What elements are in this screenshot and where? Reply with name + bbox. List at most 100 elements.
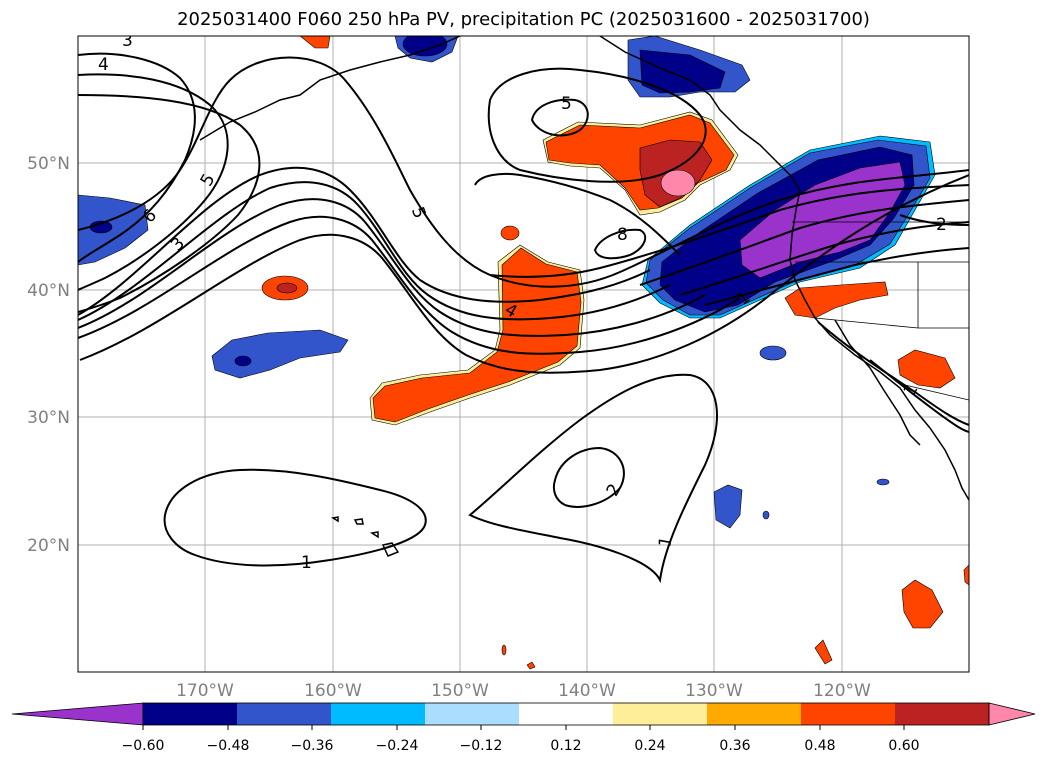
coastline-hawaii-4 (330, 516, 339, 523)
precip-region-small-4 (876, 478, 890, 486)
contour-ridge-5 (79, 174, 969, 374)
colorbar-arrow-high (988, 702, 1036, 726)
colorbar-segment (425, 703, 520, 725)
colorbar-segments (143, 703, 990, 725)
precip-region-baja (897, 349, 956, 389)
contour-label: 3 (122, 31, 133, 51)
coastline-alaska-panhandle (599, 36, 776, 161)
longitude-labels: 170°W 160°W 150°W 140°W 130°W 120°W (176, 681, 871, 701)
coastline-north-america-west (774, 159, 969, 501)
colorbar-segment (613, 703, 708, 725)
border-us-mexico (904, 384, 969, 401)
contour-ridge-6 (78, 56, 969, 288)
coastline-hawaii-1 (381, 542, 400, 557)
colorbar-segment (801, 703, 896, 725)
colorbar-label: 0.60 (888, 738, 919, 754)
lat-label-30n: 30°N (27, 408, 70, 428)
colorbar-label: −0.36 (291, 738, 334, 754)
contour-north-pacific-5-inner (530, 98, 589, 137)
lon-label-170w: 170°W (176, 681, 234, 701)
precip-region-small-10 (526, 661, 536, 670)
precip-region-alaska-coast (299, 36, 331, 49)
precip-core-british-columbia (639, 49, 726, 94)
contour-north-pacific-8 (593, 228, 647, 260)
colorbar-label: 0.24 (634, 738, 665, 754)
contour-northwest-2 (78, 73, 229, 291)
contour-jet-4 (704, 247, 969, 306)
precip-core-central-pacific (234, 355, 252, 367)
lon-label-150w: 150°W (431, 681, 489, 701)
lon-label-160w: 160°W (304, 681, 362, 701)
lat-label-20n: 20°N (27, 536, 70, 556)
pv-contours (78, 52, 969, 584)
contour-jet-3 (679, 221, 969, 296)
lon-label-130w: 130°W (685, 681, 743, 701)
coastline-hawaii-2 (353, 518, 364, 525)
colorbar-label: 0.48 (804, 738, 835, 754)
map-title: 2025031400 F060 250 hPa PV, precipitatio… (177, 9, 870, 30)
map-panel: 3 4 5 6 3 5 5 8 4 1 2 2 1 1 1 (77, 31, 970, 673)
contour-label: 5 (561, 94, 572, 114)
precip-region-small-8 (963, 564, 969, 586)
precip-region-small-9 (501, 644, 507, 656)
lon-label-140w: 140°W (558, 681, 616, 701)
colorbar-label: 0.36 (719, 738, 750, 754)
contour-ridge-1 (78, 166, 651, 316)
coastline-aleutians (199, 36, 461, 141)
positive-precip-regions (261, 36, 969, 670)
contour-baja-2 (869, 359, 969, 433)
contour-label: 2 (936, 215, 947, 235)
colorbar-segment (143, 703, 238, 725)
precip-max-north-central (660, 169, 696, 197)
contour-northeast-2 (899, 214, 969, 226)
colorbar-segment (519, 703, 614, 725)
precip-region-mexico-pacific (901, 579, 944, 629)
precip-region-small-3 (762, 510, 770, 520)
contour-baja-1 (817, 321, 969, 426)
colorbar-label: −0.12 (460, 738, 503, 754)
colorbar-label: −0.60 (122, 738, 165, 754)
colorbar-segment (707, 703, 802, 725)
contour-ridge-3 (78, 198, 706, 337)
coastline-baja (834, 319, 921, 446)
colorbar-ticks (142, 725, 905, 730)
colorbar-label: −0.48 (207, 738, 250, 754)
lat-label-40n: 40°N (27, 281, 70, 301)
contour-ridge-2 (78, 181, 671, 321)
colorbar-labels: −0.60 −0.48 −0.36 −0.24 −0.12 0.12 0.24 … (122, 738, 920, 754)
contour-north-pacific-5 (487, 67, 707, 183)
contour-central-1 (468, 373, 718, 584)
latitude-labels: 50°N 40°N 30°N 20°N (27, 154, 70, 556)
precip-region-central-pacific (211, 329, 349, 379)
precip-core-small-6 (276, 282, 298, 294)
contour-north-trough (474, 172, 681, 256)
colorbar-segment (237, 703, 332, 725)
contour-label: 8 (617, 225, 628, 245)
colorbar-label: −0.24 (376, 738, 419, 754)
contour-jet-1 (489, 184, 969, 278)
colorbar-segment (331, 703, 426, 725)
coastlines (199, 36, 969, 557)
precip-band-subtropical (372, 247, 582, 423)
coastline-hawaii-3 (370, 531, 379, 539)
colorbar-arrow-low (11, 702, 144, 726)
precip-core-gulf-of-alaska (402, 36, 448, 57)
precip-region-small-1 (759, 345, 787, 361)
contour-jet-2 (639, 199, 969, 286)
colorbar-segment (895, 703, 990, 725)
lon-label-120w: 120°W (813, 681, 871, 701)
contour-label: 1 (655, 535, 677, 549)
map-frame (77, 35, 970, 673)
precip-region-west-edge (78, 194, 149, 266)
colorbar: −0.60 −0.48 −0.36 −0.24 −0.12 0.12 0.24 … (11, 702, 1036, 754)
lat-label-50n: 50°N (27, 154, 70, 174)
precip-region-small-2 (713, 484, 743, 529)
contour-central-2 (552, 446, 625, 508)
contour-label: 4 (98, 55, 109, 75)
negative-precip-regions (78, 36, 936, 529)
precip-region-small-5 (500, 225, 520, 241)
precip-region-small-7 (814, 639, 833, 665)
contour-northwest-3 (78, 94, 261, 313)
contour-ridge-4 (78, 215, 741, 355)
